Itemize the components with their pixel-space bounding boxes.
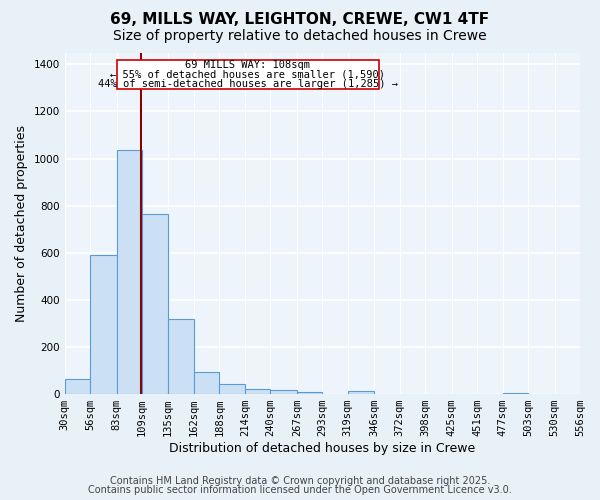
Bar (116, 150, 142, 394)
X-axis label: Distribution of detached houses by size in Crewe: Distribution of detached houses by size … (169, 442, 475, 455)
Bar (271, 390, 297, 394)
Text: Size of property relative to detached houses in Crewe: Size of property relative to detached ho… (113, 29, 487, 43)
Bar (297, 392, 322, 394)
FancyBboxPatch shape (116, 60, 379, 89)
Bar (90, 255, 116, 394)
Bar (245, 389, 271, 394)
Y-axis label: Number of detached properties: Number of detached properties (15, 125, 28, 322)
Bar (65, 379, 90, 394)
Bar (348, 390, 374, 394)
Bar (220, 384, 245, 394)
Bar (167, 318, 194, 394)
Bar (142, 214, 167, 394)
Bar (194, 372, 220, 394)
Text: Contains HM Land Registry data © Crown copyright and database right 2025.: Contains HM Land Registry data © Crown c… (110, 476, 490, 486)
Text: 44% of semi-detached houses are larger (1,285) →: 44% of semi-detached houses are larger (… (98, 78, 398, 88)
Bar (503, 393, 528, 394)
Text: 69 MILLS WAY: 108sqm: 69 MILLS WAY: 108sqm (185, 60, 310, 70)
Text: 69, MILLS WAY, LEIGHTON, CREWE, CW1 4TF: 69, MILLS WAY, LEIGHTON, CREWE, CW1 4TF (110, 12, 490, 28)
Text: Contains public sector information licensed under the Open Government Licence v3: Contains public sector information licen… (88, 485, 512, 495)
Text: ← 55% of detached houses are smaller (1,590): ← 55% of detached houses are smaller (1,… (110, 70, 385, 80)
